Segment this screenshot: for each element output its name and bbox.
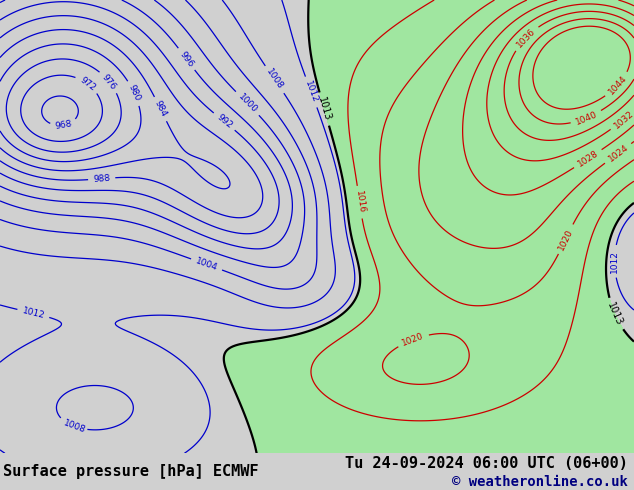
Text: 1016: 1016 — [354, 190, 366, 214]
Text: 1012: 1012 — [610, 250, 619, 273]
Text: © weatheronline.co.uk: © weatheronline.co.uk — [452, 475, 628, 489]
Text: 988: 988 — [93, 173, 110, 184]
Text: 1012: 1012 — [303, 80, 320, 104]
Text: 980: 980 — [127, 83, 142, 103]
Text: 1008: 1008 — [264, 68, 285, 92]
Text: 972: 972 — [78, 75, 97, 93]
Text: 1028: 1028 — [576, 149, 600, 169]
Text: 1013: 1013 — [605, 301, 624, 327]
Text: 1020: 1020 — [557, 227, 574, 251]
Text: 984: 984 — [153, 99, 169, 119]
Text: 1044: 1044 — [607, 74, 629, 97]
Text: 1013: 1013 — [316, 96, 332, 122]
Text: Tu 24-09-2024 06:00 UTC (06+00): Tu 24-09-2024 06:00 UTC (06+00) — [345, 456, 628, 471]
Text: 996: 996 — [178, 49, 195, 69]
Text: 1000: 1000 — [236, 92, 259, 115]
Text: 968: 968 — [55, 119, 73, 131]
Text: 1040: 1040 — [574, 109, 598, 126]
Text: 1020: 1020 — [401, 331, 425, 348]
Text: 1008: 1008 — [62, 418, 87, 435]
Text: Surface pressure [hPa] ECMWF: Surface pressure [hPa] ECMWF — [3, 464, 259, 479]
Text: 1012: 1012 — [21, 306, 46, 320]
Text: 1024: 1024 — [606, 143, 630, 164]
Text: 1032: 1032 — [612, 108, 634, 130]
Text: 1004: 1004 — [194, 256, 219, 272]
Text: 976: 976 — [100, 72, 118, 91]
Text: 992: 992 — [215, 113, 234, 130]
Text: 1036: 1036 — [515, 26, 537, 49]
